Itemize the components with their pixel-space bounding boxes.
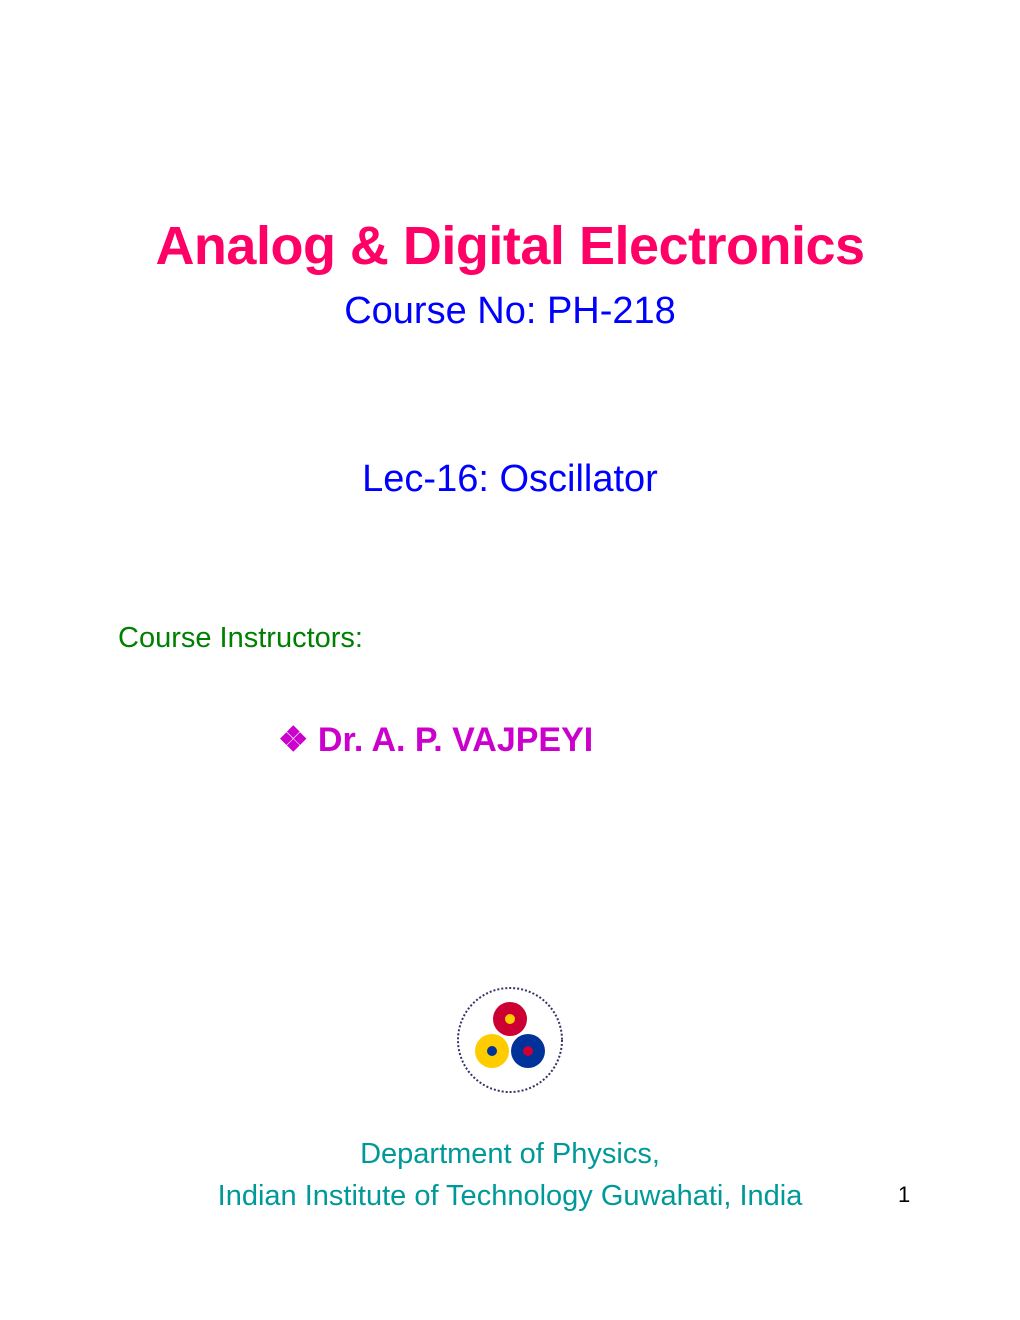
department-line: Department of Physics,	[0, 1138, 1020, 1171]
instructor-name: Dr. A. P. VAJPEYI	[308, 721, 593, 759]
course-no-label: Course No:	[344, 290, 547, 332]
course-title: Analog & Digital Electronics	[0, 215, 1020, 277]
institute-line: Indian Institute of Technology Guwahati,…	[0, 1180, 1020, 1213]
instructor-line: ❖ Dr. A. P. VAJPEYI	[278, 720, 593, 760]
diamond-bullet-icon: ❖	[278, 721, 308, 759]
page-number: 1	[898, 1182, 910, 1208]
lecture-title: Lec-16: Oscillator	[0, 458, 1020, 501]
course-no-value: PH-218	[547, 290, 676, 332]
instructors-label: Course Instructors:	[118, 622, 363, 655]
course-number: Course No: PH-218	[0, 290, 1020, 333]
institute-logo	[455, 985, 565, 1095]
slide: Analog & Digital Electronics Course No: …	[0, 0, 1020, 1320]
